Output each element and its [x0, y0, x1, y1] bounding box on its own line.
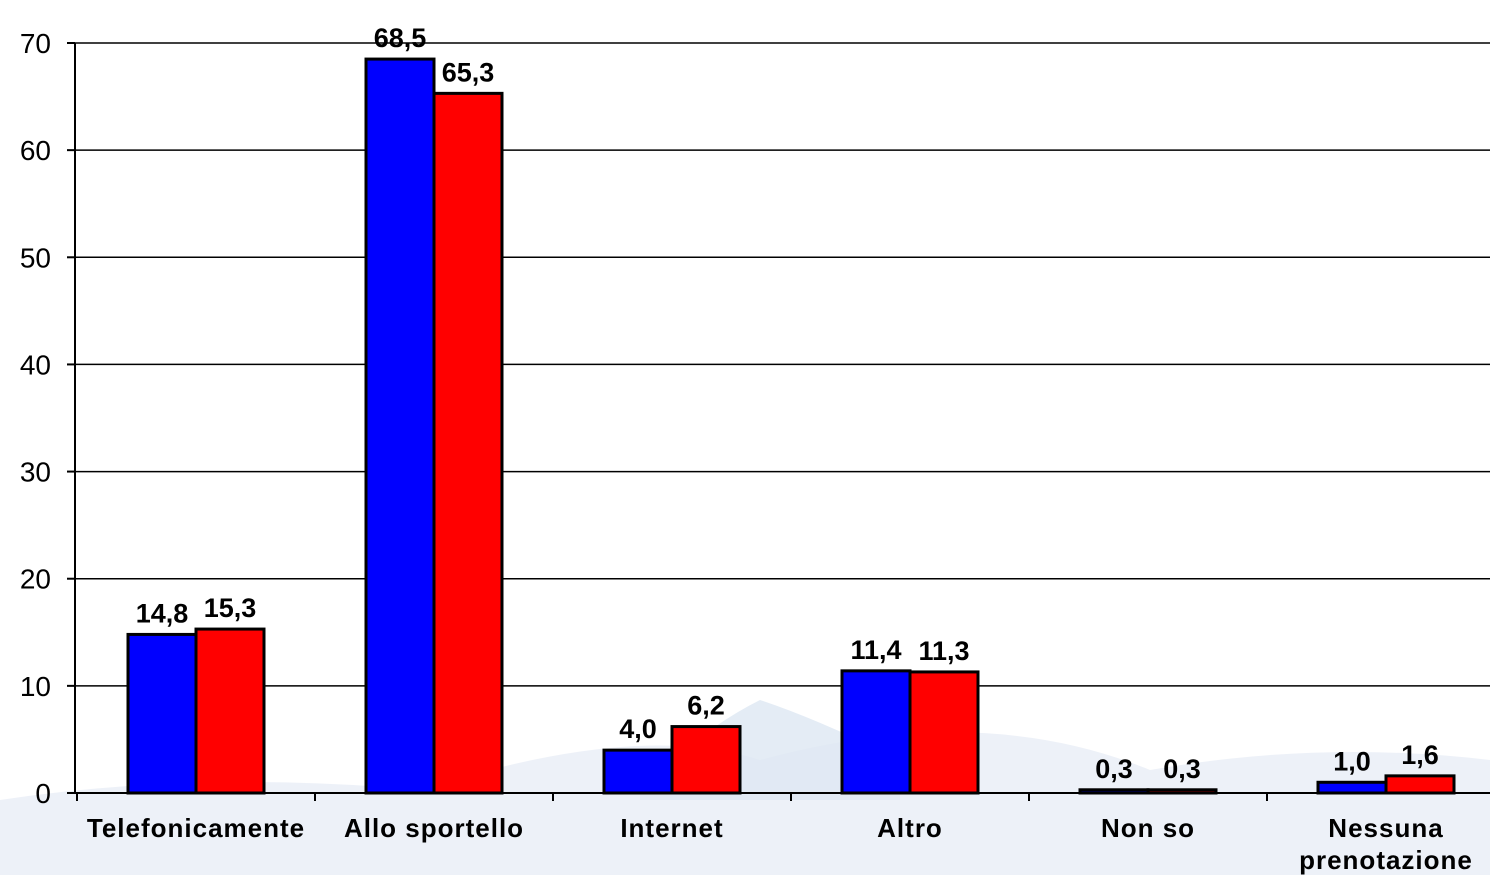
watermark-shape — [0, 732, 1490, 875]
data-label: 14,8 — [136, 598, 189, 628]
bar — [194, 627, 266, 795]
bar — [670, 725, 742, 795]
x-tick-label: Altro — [877, 813, 943, 843]
bar — [126, 632, 198, 795]
y-tick-label: 50 — [20, 242, 51, 273]
y-tick-label: 0 — [35, 778, 51, 809]
data-label: 0,3 — [1163, 754, 1201, 784]
data-label: 1,0 — [1333, 746, 1371, 776]
data-label: 65,3 — [442, 57, 495, 87]
x-tick-label: Non so — [1101, 813, 1195, 843]
x-tick-label: Allo sportello — [344, 813, 524, 843]
bar — [1078, 788, 1150, 795]
x-tick-label: Nessuna — [1328, 813, 1443, 843]
data-label: 0,3 — [1095, 754, 1133, 784]
bar — [840, 669, 912, 795]
data-label: 1,6 — [1401, 740, 1439, 770]
bar — [1146, 788, 1218, 795]
y-tick-label: 70 — [20, 28, 51, 59]
bar — [1384, 774, 1456, 795]
data-labels: 14,8 15,3 68,5 65,3 4,0 6,2 11,4 11,3 0,3 0,3 1,0 1… — [136, 23, 1439, 784]
y-tick-label: 20 — [20, 564, 51, 595]
x-tick-label: Internet — [620, 813, 723, 843]
data-label: 11,3 — [918, 636, 969, 666]
data-label: 6,2 — [687, 691, 725, 721]
data-label: 11,4 — [850, 635, 901, 665]
x-tick-label: prenotazione — [1299, 845, 1473, 875]
bar — [364, 57, 436, 795]
y-tick-label: 60 — [20, 135, 51, 166]
y-tick-label: 30 — [20, 457, 51, 488]
bars — [126, 57, 1456, 795]
x-tick-label: Telefonicamente — [87, 813, 305, 843]
data-label: 4,0 — [619, 714, 657, 744]
bar — [908, 670, 980, 795]
gridlines — [75, 42, 1490, 687]
y-tick-label: 10 — [20, 671, 51, 702]
bar — [602, 748, 674, 795]
axes: 0 10 20 30 40 50 60 70 Telefonicamente Allo sport… — [20, 28, 1490, 875]
bar — [432, 91, 504, 795]
bar — [1316, 780, 1388, 795]
data-label: 68,5 — [374, 23, 427, 53]
data-label: 15,3 — [204, 593, 257, 623]
y-tick-label: 40 — [20, 349, 51, 380]
